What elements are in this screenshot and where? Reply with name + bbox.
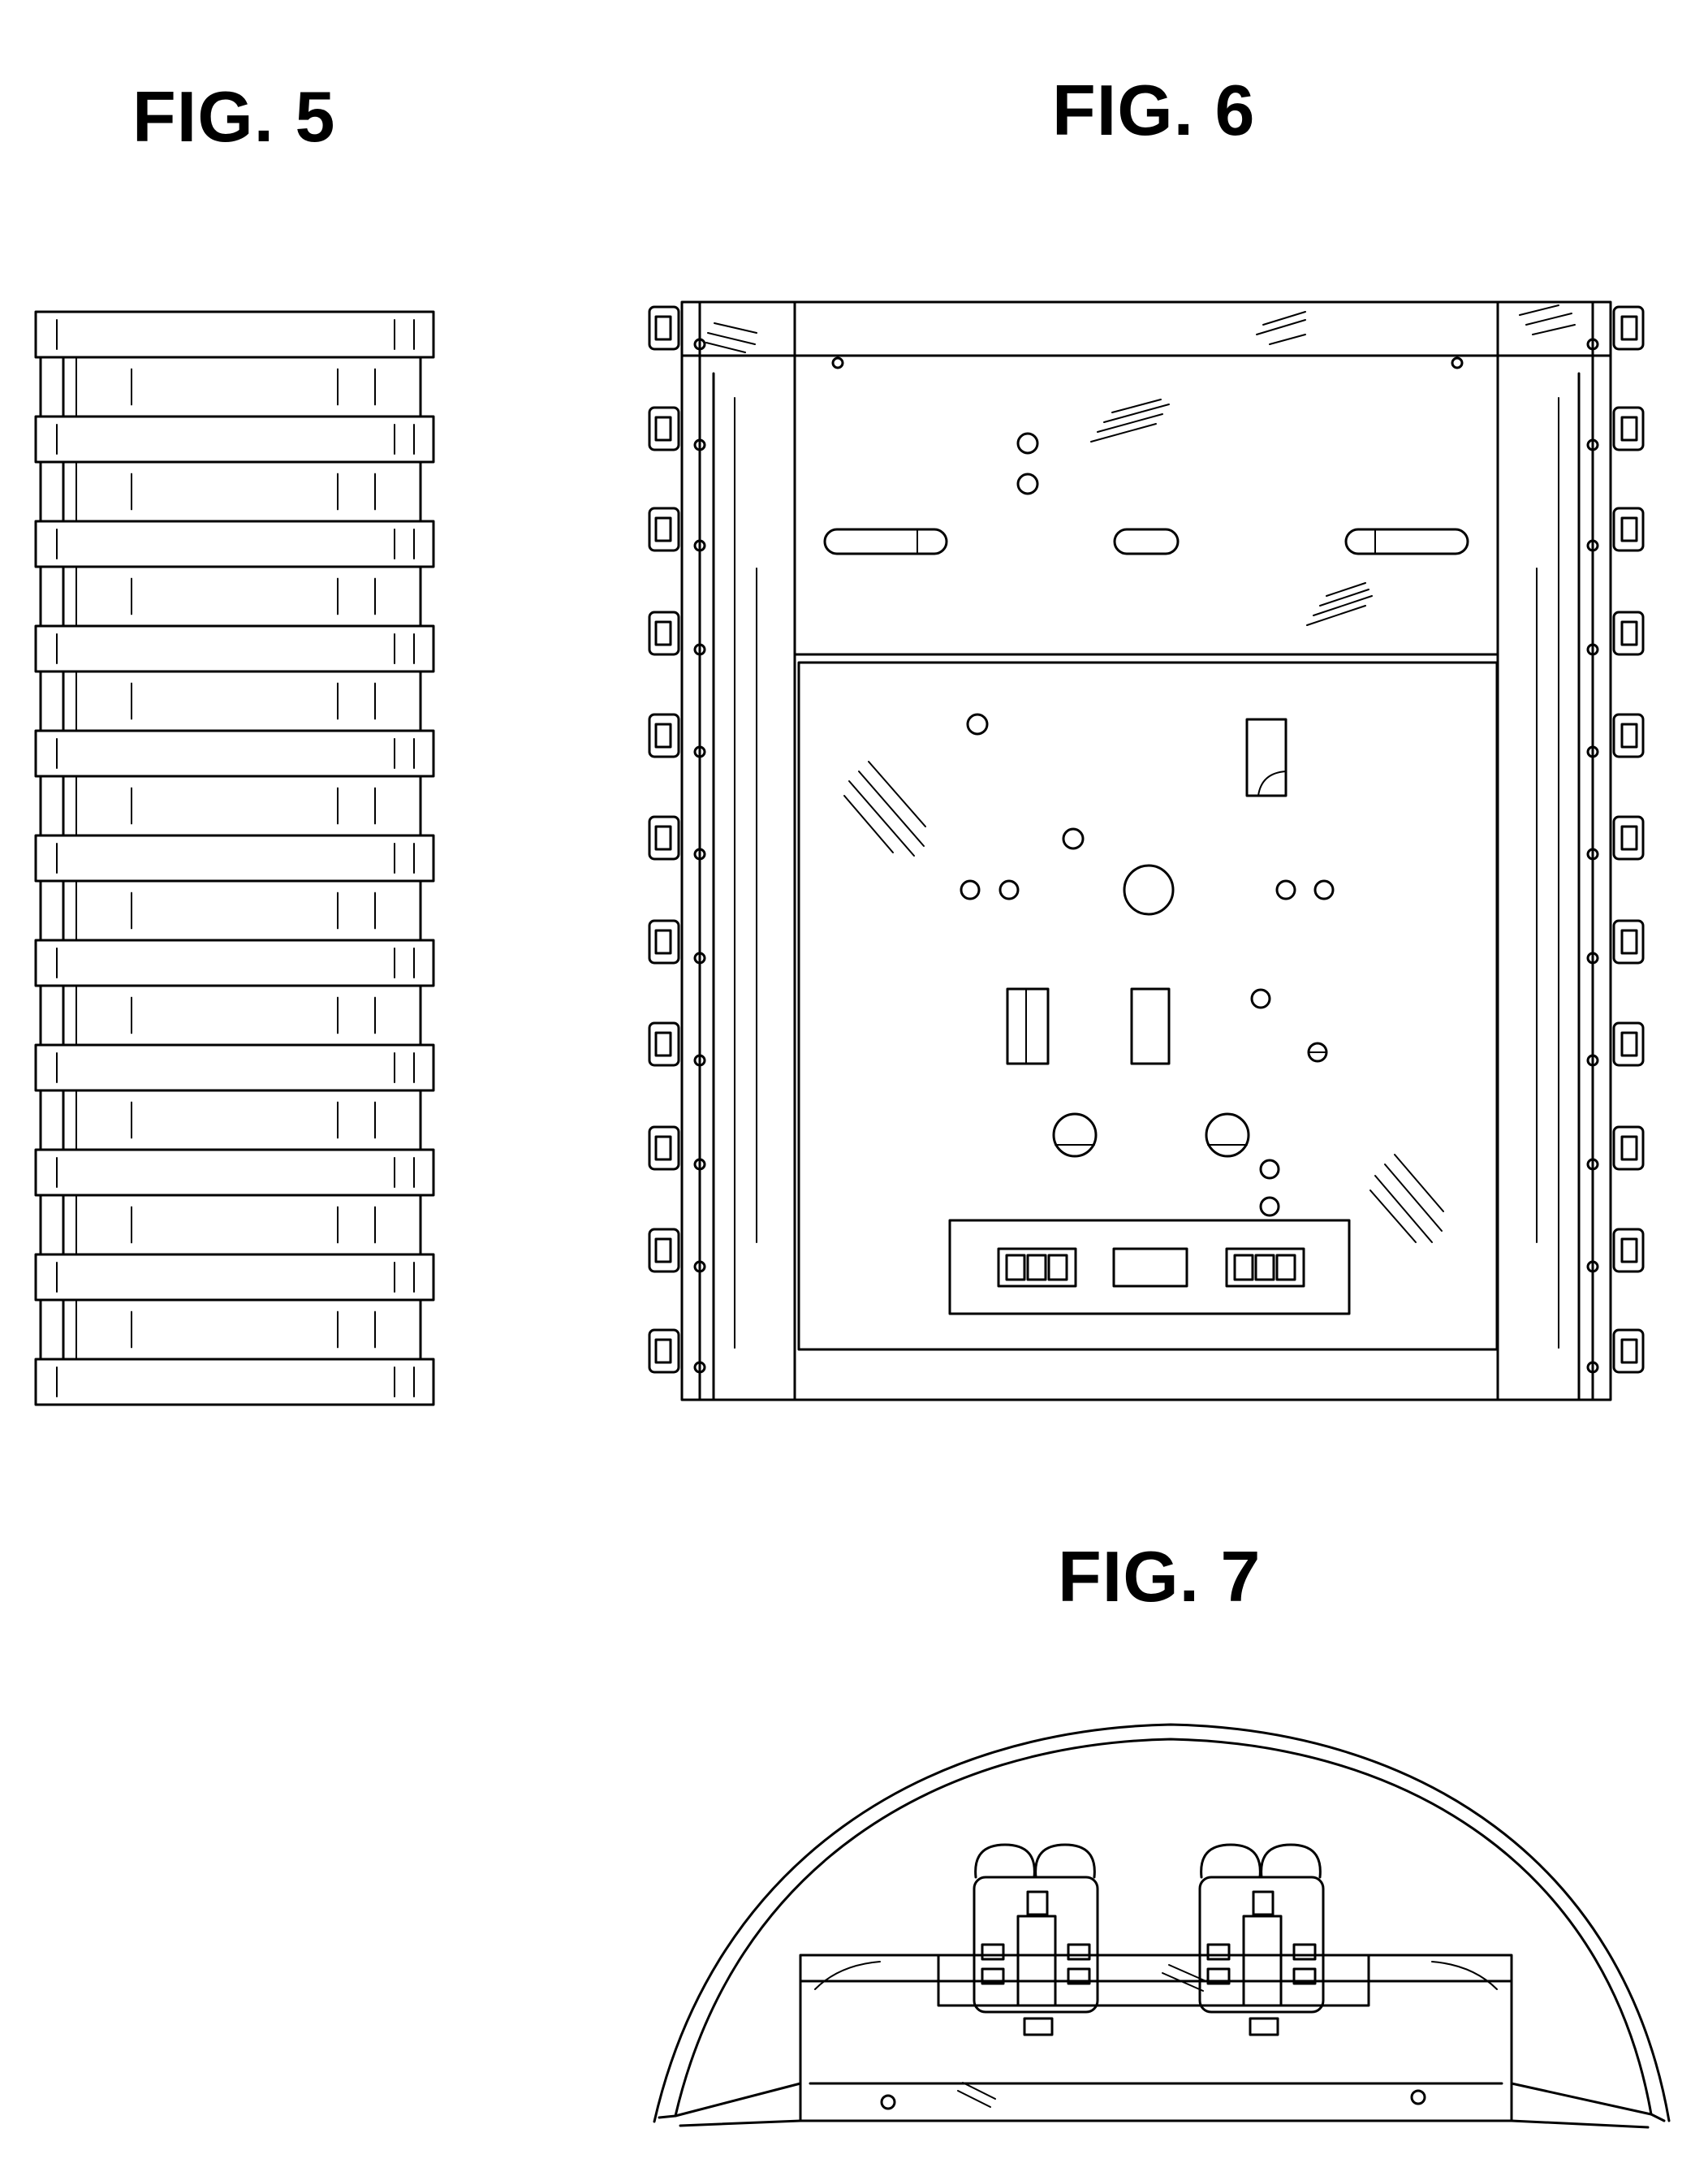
- stack-gap: [41, 1195, 421, 1254]
- side-clip-right: [1588, 1127, 1643, 1169]
- stack-band: [36, 1045, 433, 1090]
- side-clip-left: [649, 612, 705, 654]
- stack-band: [36, 1359, 433, 1405]
- stack-gap: [41, 671, 421, 731]
- side-clip-right: [1588, 1023, 1643, 1065]
- switch-left: [1007, 989, 1048, 1064]
- left-rail: [700, 302, 795, 1400]
- stack-band: [36, 312, 433, 357]
- side-clip-right: [1588, 817, 1643, 859]
- stack-gap: [41, 462, 421, 521]
- side-clip-left: [649, 307, 705, 349]
- side-clip-left: [649, 1229, 705, 1271]
- side-clip-left: [649, 817, 705, 859]
- mount-hole: [1315, 881, 1333, 899]
- outer-frame: [682, 302, 1611, 1400]
- side-clip-left: [649, 1330, 705, 1372]
- mount-hole: [1261, 1160, 1279, 1178]
- dome-inner: [675, 1739, 1651, 2116]
- side-clip-left: [649, 408, 705, 450]
- side-clip-left: [649, 1023, 705, 1065]
- side-clip-left: [649, 921, 705, 963]
- side-clip-left: [649, 715, 705, 757]
- side-clip-left: [649, 1127, 705, 1169]
- mount-hole: [1261, 1198, 1279, 1215]
- stack-band: [36, 835, 433, 881]
- upper-hole: [1018, 434, 1037, 453]
- side-clip-right: [1588, 612, 1643, 654]
- side-clip-right: [1588, 508, 1643, 550]
- side-clip-right: [1588, 921, 1643, 963]
- side-clip-right: [1588, 1229, 1643, 1271]
- stack-gap: [41, 776, 421, 835]
- upper-window-panel: [706, 305, 1575, 654]
- mount-hole: [961, 881, 979, 899]
- knob-left: [1054, 1114, 1096, 1156]
- stack-band: [36, 626, 433, 671]
- stack-band: [36, 1254, 433, 1300]
- terminal-strip: [950, 1220, 1349, 1314]
- stack-gap: [41, 357, 421, 417]
- slot-right: [1346, 529, 1468, 554]
- stack-gap: [41, 881, 421, 940]
- stack-band: [36, 521, 433, 567]
- side-clip-right: [1588, 307, 1643, 349]
- stack-band: [36, 940, 433, 986]
- slot-center: [1115, 529, 1178, 554]
- mount-hole: [1277, 881, 1295, 899]
- fig-7-section-view: [654, 1725, 1669, 2127]
- stack-gap: [41, 1090, 421, 1150]
- side-clip-right: [1588, 1330, 1643, 1372]
- stack-gap: [41, 567, 421, 626]
- mount-hole: [968, 715, 987, 734]
- mount-hole: [1000, 881, 1018, 899]
- side-clip-right: [1588, 408, 1643, 450]
- center-hole: [1124, 866, 1173, 914]
- mount-hole: [1063, 829, 1083, 848]
- switch-right: [1132, 989, 1169, 1064]
- mount-hole: [1252, 990, 1270, 1008]
- stack-band: [36, 417, 433, 462]
- upper-hole: [1018, 474, 1037, 494]
- fig-6-front-view: [649, 302, 1643, 1400]
- fig-5-side-view: [36, 312, 433, 1405]
- stack-gap: [41, 1300, 421, 1359]
- slot-left: [825, 529, 947, 554]
- dome-outer: [654, 1725, 1669, 2122]
- knob-right: [1206, 1114, 1249, 1156]
- side-clip-right: [1588, 715, 1643, 757]
- stack-band: [36, 731, 433, 776]
- terminal-label: [1114, 1249, 1187, 1286]
- label-plate: [1247, 719, 1286, 796]
- right-rail: [1498, 302, 1593, 1400]
- stack-band: [36, 1150, 433, 1195]
- lower-mounting-panel: [799, 663, 1497, 1349]
- stack-gap: [41, 986, 421, 1045]
- side-clip-left: [649, 508, 705, 550]
